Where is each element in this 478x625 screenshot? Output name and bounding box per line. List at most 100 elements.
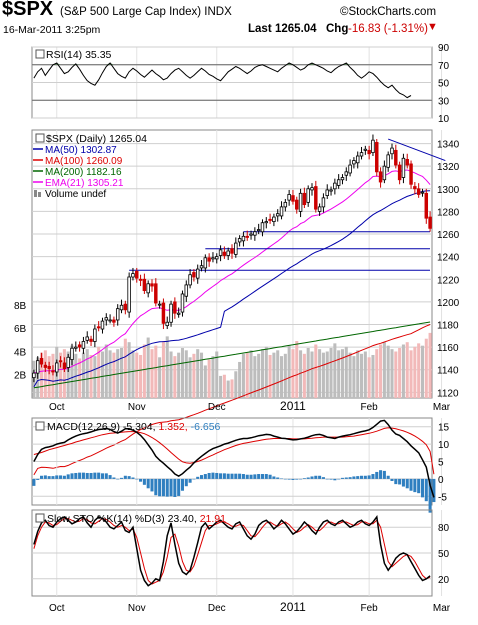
candle-body: [378, 171, 383, 183]
candle-body: [119, 304, 124, 311]
candle-body: [295, 199, 299, 210]
volume-bar: [123, 338, 127, 398]
rsi-legend-swatch: [35, 49, 45, 59]
candle-body: [344, 171, 349, 176]
stochastic-date-label: 2011: [280, 600, 306, 614]
macd-histogram-bar: [112, 477, 116, 479]
candle-body: [317, 206, 322, 212]
volume-bar: [177, 352, 181, 398]
candle-body: [401, 157, 406, 178]
ema21-line: [33, 169, 431, 374]
candle-body: [104, 317, 109, 321]
price-tick-label: 1300: [437, 185, 460, 196]
macd-histogram-bar: [66, 474, 70, 479]
volume-bar: [188, 357, 192, 398]
rsi-tick-label: 50: [438, 79, 450, 90]
volume-bar: [43, 350, 47, 398]
macd-tick-label: 0: [438, 475, 444, 486]
volume-bar: [306, 348, 310, 398]
macd-histogram-bar: [36, 478, 40, 480]
macd-title-part: -6.656: [188, 421, 221, 433]
volume-bar: [360, 353, 364, 398]
stochastic-date-label: Dec: [208, 603, 226, 614]
macd-histogram-bar: [184, 478, 188, 487]
macd-histogram-bar: [371, 474, 375, 479]
volume-bar: [81, 352, 85, 398]
volume-bar: [127, 342, 131, 398]
macd-histogram-bar: [104, 473, 108, 479]
macd-histogram-bar: [180, 478, 184, 491]
candle-body: [85, 336, 89, 341]
macd-title: MACD(12,26,9) -5.304, 1.352, -6.656: [47, 421, 221, 433]
macd-histogram-bar: [89, 472, 93, 479]
macd-histogram-bar: [329, 478, 333, 480]
macd-histogram-bar: [390, 478, 394, 481]
stochastic-date-label: Feb: [361, 603, 379, 614]
ma200-legend-label: MA(200) 1182.16: [45, 167, 122, 178]
candle-body: [207, 257, 211, 262]
volume-bar: [321, 352, 325, 398]
macd-histogram-bar: [257, 474, 261, 479]
candle-body: [218, 249, 223, 256]
last-label: Last: [248, 23, 272, 35]
volume-bar: [230, 379, 234, 398]
macd-histogram-bar: [291, 478, 295, 480]
macd-histogram-bar: [245, 474, 249, 479]
candle-body: [375, 142, 379, 173]
candle-body: [409, 163, 413, 185]
volume-bar: [356, 350, 360, 398]
volume-bar: [257, 353, 261, 398]
stochastic-k-line: [33, 514, 431, 587]
macd-histogram-bar: [100, 473, 104, 479]
macd-tick-label: 15: [438, 423, 450, 434]
macd-histogram-bar: [424, 478, 428, 502]
volume-bar: [413, 346, 417, 398]
macd-histogram-bar: [260, 474, 264, 479]
price-tick-label: 1220: [437, 275, 460, 286]
macd-legend-swatch: [35, 421, 45, 431]
volume-bar: [337, 350, 341, 398]
ma50-legend-label: MA(50) 1302.87: [45, 145, 117, 156]
candle-body: [325, 189, 329, 196]
volume-bar: [352, 356, 356, 398]
resistance-trendline: [388, 138, 446, 161]
volume-bar: [70, 345, 74, 398]
candle-body: [291, 195, 295, 202]
macd-histogram-bar: [241, 474, 245, 479]
stochastic-tick-label: 50: [438, 549, 450, 560]
candle-body: [306, 188, 310, 203]
volume-bar: [238, 361, 242, 398]
volume-bar: [203, 365, 207, 398]
chg-label: Chg: [326, 23, 349, 35]
volume-tick-label: 8B: [14, 301, 27, 312]
macd-histogram-bar: [249, 474, 253, 479]
candle-body: [74, 346, 78, 349]
volume-bar: [184, 350, 188, 398]
candle-body: [249, 233, 253, 236]
symbol-title: $SPX: [2, 0, 54, 20]
macd-histogram-bar: [146, 478, 150, 489]
macd-histogram-bar: [333, 478, 337, 481]
candle-body: [55, 362, 59, 373]
macd-histogram-bar: [120, 477, 124, 479]
macd-histogram-bar: [47, 476, 51, 479]
candle-body: [96, 326, 101, 329]
macd-histogram-bar: [131, 477, 135, 479]
volume-bar: [318, 349, 322, 398]
macd-line: [33, 419, 435, 498]
price-tick-label: 1200: [437, 298, 460, 309]
candle-body: [386, 154, 390, 168]
candle-body: [371, 139, 375, 154]
candle-body: [298, 192, 303, 212]
candle-body: [35, 360, 40, 374]
macd-histogram-bar: [70, 473, 74, 479]
candle-body: [355, 155, 360, 164]
candle-body: [260, 222, 265, 233]
ema21-legend-label: EMA(21) 1305.21: [45, 178, 124, 189]
candle-body: [32, 372, 36, 379]
chg-value: -16.83 (-1.31%): [348, 23, 428, 35]
chart-header: $SPX (S&P 500 Large Cap Index) INDX ©Sto…: [0, 0, 478, 38]
volume-bar: [200, 352, 204, 398]
macd-title-part: 1.352,: [156, 421, 188, 433]
candle-body: [176, 312, 181, 315]
